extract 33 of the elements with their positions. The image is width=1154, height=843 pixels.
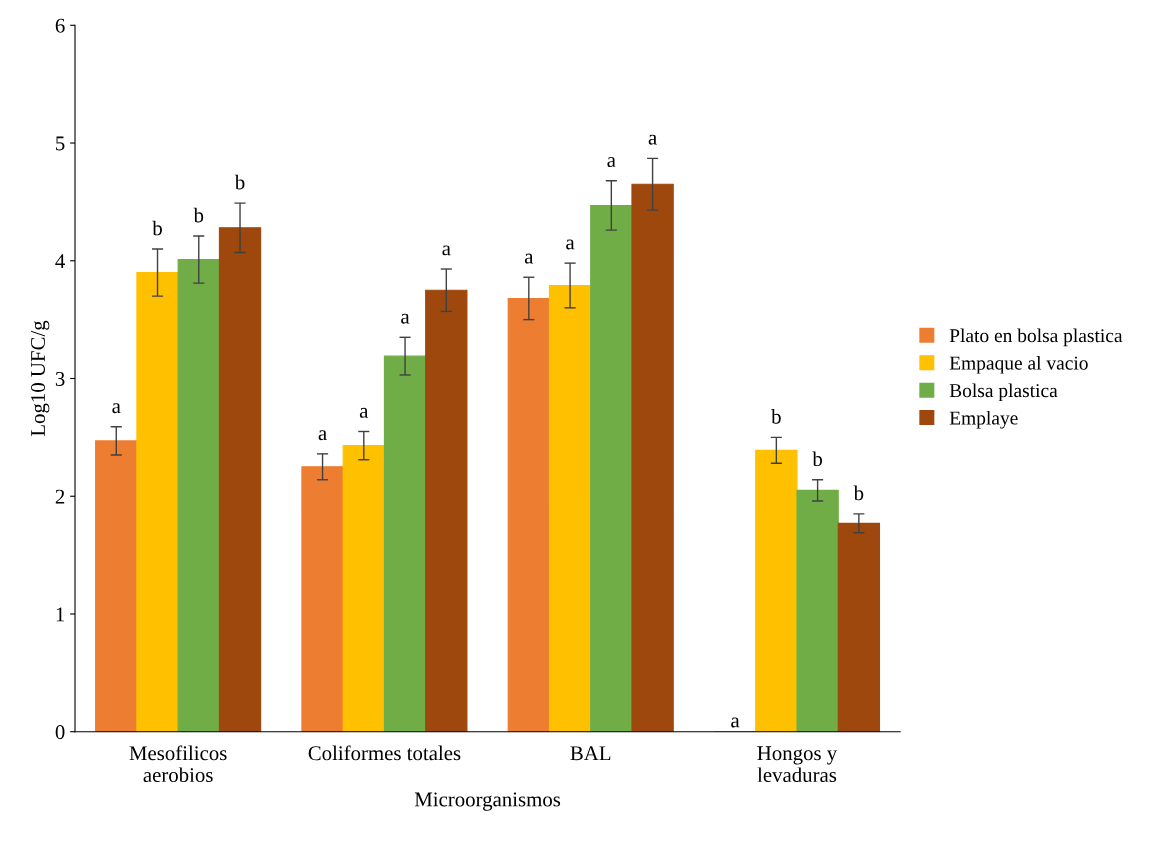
x-tick-label: Mesofilicos aerobios [129,745,227,783]
legend-label: Emplaye [949,410,1018,429]
data-label: a [318,430,327,441]
y-axis-title: Log10 UFC/g [30,320,50,437]
data-label: a [648,134,657,145]
y-tick-label: 0 [55,725,65,740]
legend-label: Empaque al vacio [949,355,1088,374]
data-label: a [442,245,451,256]
data-label: b [771,409,781,424]
y-tick-label: 3 [55,371,65,386]
data-label: a [607,157,616,168]
data-label: b [193,207,204,223]
y-tick-label: 2 [55,489,65,504]
y-tick-label: 4 [55,254,65,268]
data-label: b [812,451,823,467]
x-tick-label: Coliformes totales [308,745,461,761]
data-label: a [359,407,369,418]
y-tick-label: 1 [56,607,65,622]
x-tick-label: BAL [570,746,611,761]
y-tick-label: 6 [55,18,65,33]
data-label: b [234,174,245,190]
x-tick-label: Hongos y levaduras [757,746,838,783]
y-tick-label: 5 [56,136,65,151]
legend-label: Plato en bolsa plastica [949,328,1123,347]
data-label: a [731,717,740,728]
data-label: a [112,403,121,414]
data-label: a [524,253,534,264]
data-label: a [566,239,575,250]
x-axis-title: Microorganismos [414,792,561,811]
legend-label: Bolsa plastica [949,383,1058,402]
data-label: a [401,313,410,324]
data-label: b [152,220,162,236]
data-label: b [853,485,864,501]
